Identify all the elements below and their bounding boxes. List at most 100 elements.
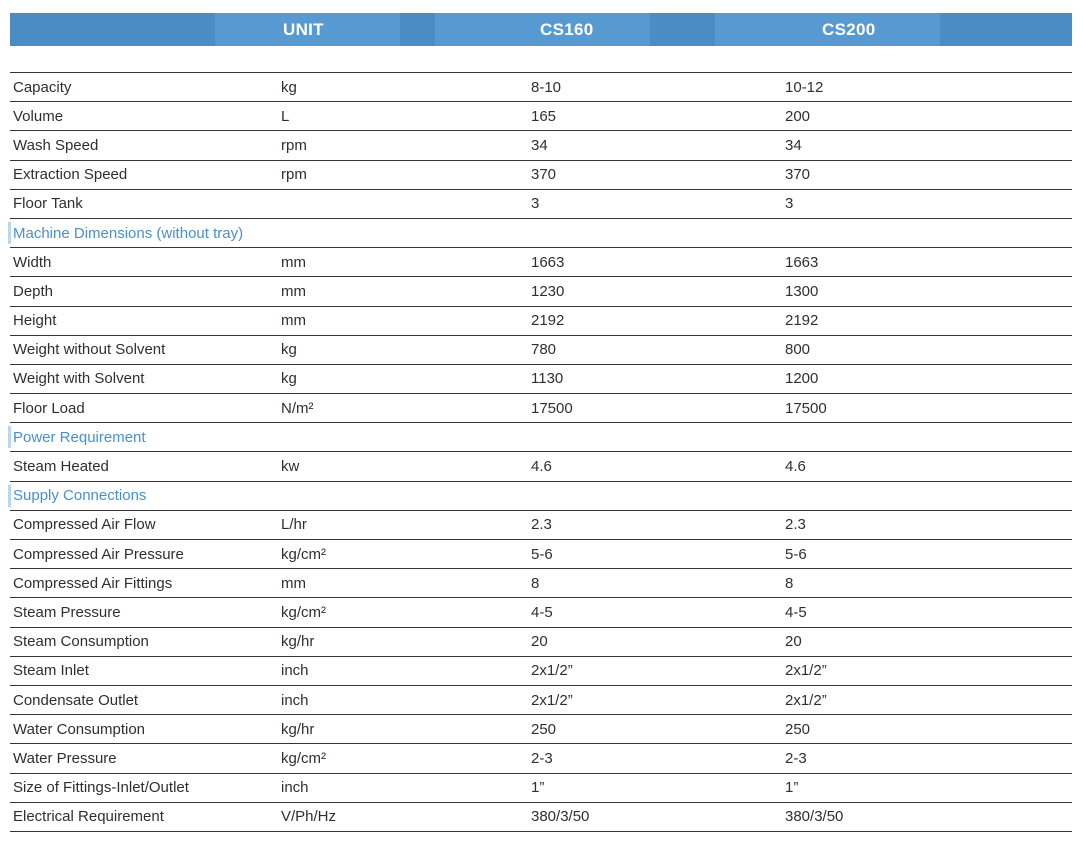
row-value-cs160: 2-3 — [531, 749, 553, 767]
row-value-cs160: 380/3/50 — [531, 808, 590, 826]
row-value-cs160: 250 — [531, 720, 557, 738]
column-header-unit: UNIT — [283, 19, 324, 39]
row-label: Condensate Outlet — [13, 691, 139, 709]
row-label: Weight with Solvent — [13, 370, 145, 388]
row-value-cs200: 17500 — [785, 399, 827, 417]
table-row: Steam Consumption kg/hr 20 20 — [10, 628, 1072, 657]
row-unit: mm — [281, 253, 306, 271]
row-unit: kg/hr — [281, 720, 315, 738]
table-row: Depth mm 1230 1300 — [10, 277, 1072, 307]
row-value-cs200: 250 — [785, 720, 811, 738]
row-label: Electrical Requirement — [13, 808, 164, 826]
row-value-cs160: 780 — [531, 341, 557, 359]
row-value-cs200: 4.6 — [785, 458, 806, 476]
row-value-cs200: 1” — [785, 779, 799, 797]
row-label: Floor Load — [13, 399, 85, 417]
table-row: Wash Speed rpm 34 34 — [10, 131, 1072, 161]
row-label: Compressed Air Flow — [13, 516, 156, 534]
table-row: Volume L 165 200 — [10, 102, 1072, 132]
table-row: Size of Fittings-Inlet/Outlet inch 1” 1” — [10, 774, 1072, 803]
section-header-row: Machine Dimensions (without tray) — [8, 219, 1072, 249]
section-header-row: Supply Connections — [8, 482, 1072, 511]
row-label: Water Consumption — [13, 720, 145, 738]
row-value-cs160: 2x1/2” — [531, 691, 573, 709]
row-value-cs160: 2.3 — [531, 516, 552, 534]
row-unit: N/m² — [281, 399, 314, 417]
row-value-cs200: 20 — [785, 633, 802, 651]
row-unit: inch — [281, 662, 309, 680]
row-value-cs160: 8-10 — [531, 78, 562, 96]
row-value-cs160: 1130 — [531, 370, 564, 388]
row-value-cs200: 1200 — [785, 370, 819, 388]
row-label: Width — [13, 253, 52, 271]
row-label: Height — [13, 312, 57, 330]
row-label: Steam Inlet — [13, 662, 89, 680]
row-label: Compressed Air Pressure — [13, 545, 184, 563]
row-label: Depth — [13, 282, 54, 300]
row-label: Steam Heated — [13, 458, 109, 476]
row-unit: mm — [281, 574, 306, 592]
table-row: Extraction Speed rpm 370 370 — [10, 161, 1072, 190]
table-row: Capacity kg 8-10 10-12 — [10, 73, 1072, 103]
row-value-cs200: 34 — [785, 136, 802, 154]
row-value-cs200: 8 — [785, 574, 794, 592]
row-value-cs200: 1663 — [785, 253, 819, 271]
row-value-cs200: 10-12 — [785, 78, 824, 96]
row-unit: L/hr — [281, 516, 307, 534]
row-value-cs200: 1300 — [785, 282, 819, 300]
row-label: Capacity — [13, 78, 72, 96]
row-value-cs200: 2x1/2” — [785, 662, 827, 680]
row-value-cs160: 5-6 — [531, 545, 553, 563]
row-label: Volume — [13, 107, 64, 125]
table-row: Weight without Solvent kg 780 800 — [10, 336, 1072, 365]
row-value-cs200: 200 — [785, 107, 811, 125]
row-value-cs200: 2-3 — [785, 749, 807, 767]
table-row: Weight with Solvent kg 1130 1200 — [10, 365, 1072, 395]
row-label: Wash Speed — [13, 136, 99, 154]
table-header-row: UNIT CS160 CS200 — [10, 13, 1072, 46]
header-cell-unit-highlight — [215, 13, 400, 46]
row-value-cs160: 17500 — [531, 399, 573, 417]
row-label: Steam Consumption — [13, 633, 149, 651]
row-unit: kg/cm² — [281, 603, 326, 621]
row-value-cs200: 4-5 — [785, 603, 807, 621]
row-value-cs200: 2.3 — [785, 516, 806, 534]
row-unit: kg — [281, 341, 297, 359]
row-value-cs200: 370 — [785, 166, 811, 184]
row-value-cs160: 2192 — [531, 312, 565, 330]
row-unit: kg/hr — [281, 633, 315, 651]
row-value-cs160: 8 — [531, 574, 540, 592]
table-row: Water Pressure kg/cm² 2-3 2-3 — [10, 744, 1072, 774]
table-row: Compressed Air Fittings mm 8 8 — [10, 569, 1072, 599]
table-row: Electrical Requirement V/Ph/Hz 380/3/50 380… — [10, 803, 1072, 832]
row-value-cs200: 5-6 — [785, 545, 807, 563]
table-row: Height mm 2192 2192 — [10, 307, 1072, 336]
row-unit: V/Ph/Hz — [281, 808, 337, 826]
table-row: Condensate Outlet inch 2x1/2” 2x1/2” — [10, 686, 1072, 716]
row-label: Water Pressure — [13, 749, 117, 767]
row-unit: L — [281, 107, 290, 125]
row-value-cs160: 4-5 — [531, 603, 553, 621]
section-title: Power Requirement — [13, 428, 146, 446]
row-label: Size of Fittings-Inlet/Outlet — [13, 779, 189, 797]
row-unit: rpm — [281, 166, 307, 184]
row-value-cs160: 370 — [531, 166, 557, 184]
row-unit: kw — [281, 458, 300, 476]
spec-table-body: Capacity kg 8-10 10-12 Volume L 165 200 Wash Spe… — [8, 72, 1072, 832]
row-value-cs160: 4.6 — [531, 458, 552, 476]
table-row: Steam Heated kw 4.6 4.6 — [10, 452, 1072, 482]
row-value-cs160: 165 — [531, 107, 557, 125]
row-value-cs200: 2192 — [785, 312, 819, 330]
row-value-cs200: 380/3/50 — [785, 808, 844, 826]
row-value-cs160: 20 — [531, 633, 548, 651]
section-title: Machine Dimensions (without tray) — [13, 224, 244, 242]
table-row: Water Consumption kg/hr 250 250 — [10, 715, 1072, 745]
row-unit: rpm — [281, 136, 307, 154]
table-row: Steam Pressure kg/cm² 4-5 4-5 — [10, 598, 1072, 628]
row-value-cs200: 2x1/2” — [785, 691, 827, 709]
table-row: Width mm 1663 1663 — [10, 248, 1072, 278]
table-row: Floor Tank 3 3 — [10, 190, 1072, 219]
table-row: Floor Load N/m² 17500 17500 — [10, 394, 1072, 424]
row-label: Weight without Solvent — [13, 341, 166, 359]
